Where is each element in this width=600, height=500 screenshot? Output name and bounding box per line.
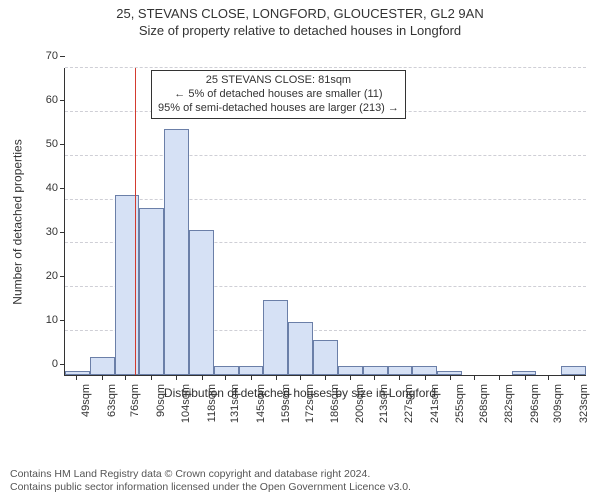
x-tick: [151, 375, 152, 380]
callout-line1: 25 STEVANS CLOSE: 81sqm: [158, 74, 399, 88]
x-tick: [202, 375, 203, 380]
histogram-bar: [214, 366, 239, 375]
x-tick: [300, 375, 301, 380]
y-tick-label: 70: [30, 50, 58, 62]
histogram-bar: [263, 300, 288, 375]
histogram-bar: [239, 366, 264, 375]
x-tick: [251, 375, 252, 380]
footer: Contains HM Land Registry data © Crown c…: [10, 468, 411, 494]
y-axis-label-text: Number of detached properties: [11, 139, 25, 304]
title-block: 25, STEVANS CLOSE, LONGFORD, GLOUCESTER,…: [0, 6, 600, 40]
histogram-bar: [338, 366, 363, 375]
x-tick: [76, 375, 77, 380]
x-axis-label: Distribution of detached houses by size …: [0, 386, 600, 400]
y-tick-label: 60: [30, 94, 58, 106]
x-axis-label-text: Distribution of detached houses by size …: [164, 386, 436, 400]
marker-line: [135, 68, 136, 375]
y-tick-label: 50: [30, 138, 58, 150]
y-tick-label: 10: [30, 314, 58, 326]
histogram-bar: [363, 366, 388, 375]
x-tick: [499, 375, 500, 380]
x-tick: [325, 375, 326, 380]
callout-line2: ← 5% of detached houses are smaller (11): [158, 88, 399, 102]
histogram-bar: [388, 366, 413, 375]
x-tick: [374, 375, 375, 380]
x-tick: [574, 375, 575, 380]
y-tick-label: 30: [30, 226, 58, 238]
y-tick-label: 0: [30, 358, 58, 370]
histogram-bar: [189, 230, 214, 375]
plot-area: 25 STEVANS CLOSE: 81sqm ← 5% of detached…: [64, 68, 586, 376]
chart: Number of detached properties 0 10 20 30 40 5…: [0, 44, 600, 424]
x-tick: [450, 375, 451, 380]
x-tick: [225, 375, 226, 380]
x-tick: [125, 375, 126, 380]
y-axis-ticks: 010203040506070: [30, 68, 58, 376]
y-tick-label: 20: [30, 270, 58, 282]
x-tick: [176, 375, 177, 380]
x-tick: [525, 375, 526, 380]
histogram-bar: [139, 208, 164, 375]
page-root: 25, STEVANS CLOSE, LONGFORD, GLOUCESTER,…: [0, 0, 600, 500]
histogram-bar: [288, 322, 313, 375]
x-tick: [425, 375, 426, 380]
page-title: 25, STEVANS CLOSE, LONGFORD, GLOUCESTER,…: [0, 6, 600, 23]
x-tick: [276, 375, 277, 380]
x-tick: [548, 375, 549, 380]
x-axis-ticks: 49sqm63sqm76sqm90sqm104sqm118sqm131sqm14…: [64, 376, 586, 424]
page-subtitle: Size of property relative to detached ho…: [0, 23, 600, 40]
footer-line2: Contains public sector information licen…: [10, 481, 411, 494]
y-tick-label: 40: [30, 182, 58, 194]
x-tick: [399, 375, 400, 380]
histogram-bar: [561, 366, 586, 375]
x-tick: [102, 375, 103, 380]
y-axis-label: Number of detached properties: [10, 68, 26, 376]
x-tick: [350, 375, 351, 380]
footer-line1: Contains HM Land Registry data © Crown c…: [10, 468, 411, 481]
callout-line3: 95% of semi-detached houses are larger (…: [158, 102, 399, 116]
histogram-bar: [90, 357, 115, 375]
histogram-bar: [412, 366, 437, 375]
histogram-bar: [313, 340, 338, 375]
histogram-bar: [164, 129, 189, 375]
x-tick: [474, 375, 475, 380]
callout-box: 25 STEVANS CLOSE: 81sqm ← 5% of detached…: [151, 70, 406, 119]
